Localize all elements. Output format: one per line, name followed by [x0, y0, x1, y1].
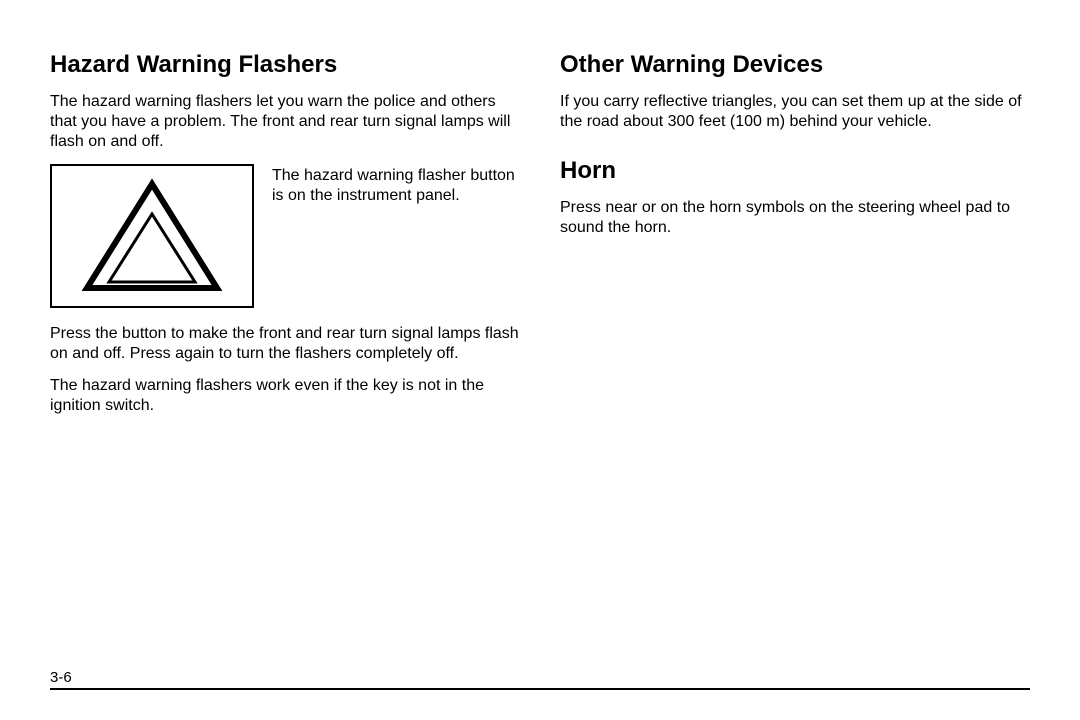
manual-page: Hazard Warning Flashers The hazard warni… [0, 0, 1080, 720]
hazard-figure-caption: The hazard warning flasher button is on … [272, 166, 520, 206]
heading-hazard-warning-flashers: Hazard Warning Flashers [50, 50, 520, 80]
left-column: Hazard Warning Flashers The hazard warni… [50, 50, 520, 428]
hazard-symbol-box [50, 164, 254, 308]
paragraph-horn: Press near or on the horn symbols on the… [560, 198, 1030, 238]
page-number: 3-6 [50, 669, 72, 686]
hazard-triangle-icon [77, 176, 227, 296]
hazard-figure-row: The hazard warning flasher button is on … [50, 164, 520, 308]
heading-horn: Horn [560, 156, 1030, 186]
two-column-layout: Hazard Warning Flashers The hazard warni… [50, 50, 1030, 428]
footer-rule [50, 688, 1030, 690]
heading-other-warning-devices: Other Warning Devices [560, 50, 1030, 80]
paragraph-hazard-intro: The hazard warning flashers let you warn… [50, 92, 520, 152]
paragraph-hazard-keyoff: The hazard warning flashers work even if… [50, 376, 520, 416]
footer-rule-container [50, 688, 1030, 692]
right-column: Other Warning Devices If you carry refle… [560, 50, 1030, 428]
paragraph-hazard-press: Press the button to make the front and r… [50, 324, 520, 364]
paragraph-reflective-triangles: If you carry reflective triangles, you c… [560, 92, 1030, 132]
